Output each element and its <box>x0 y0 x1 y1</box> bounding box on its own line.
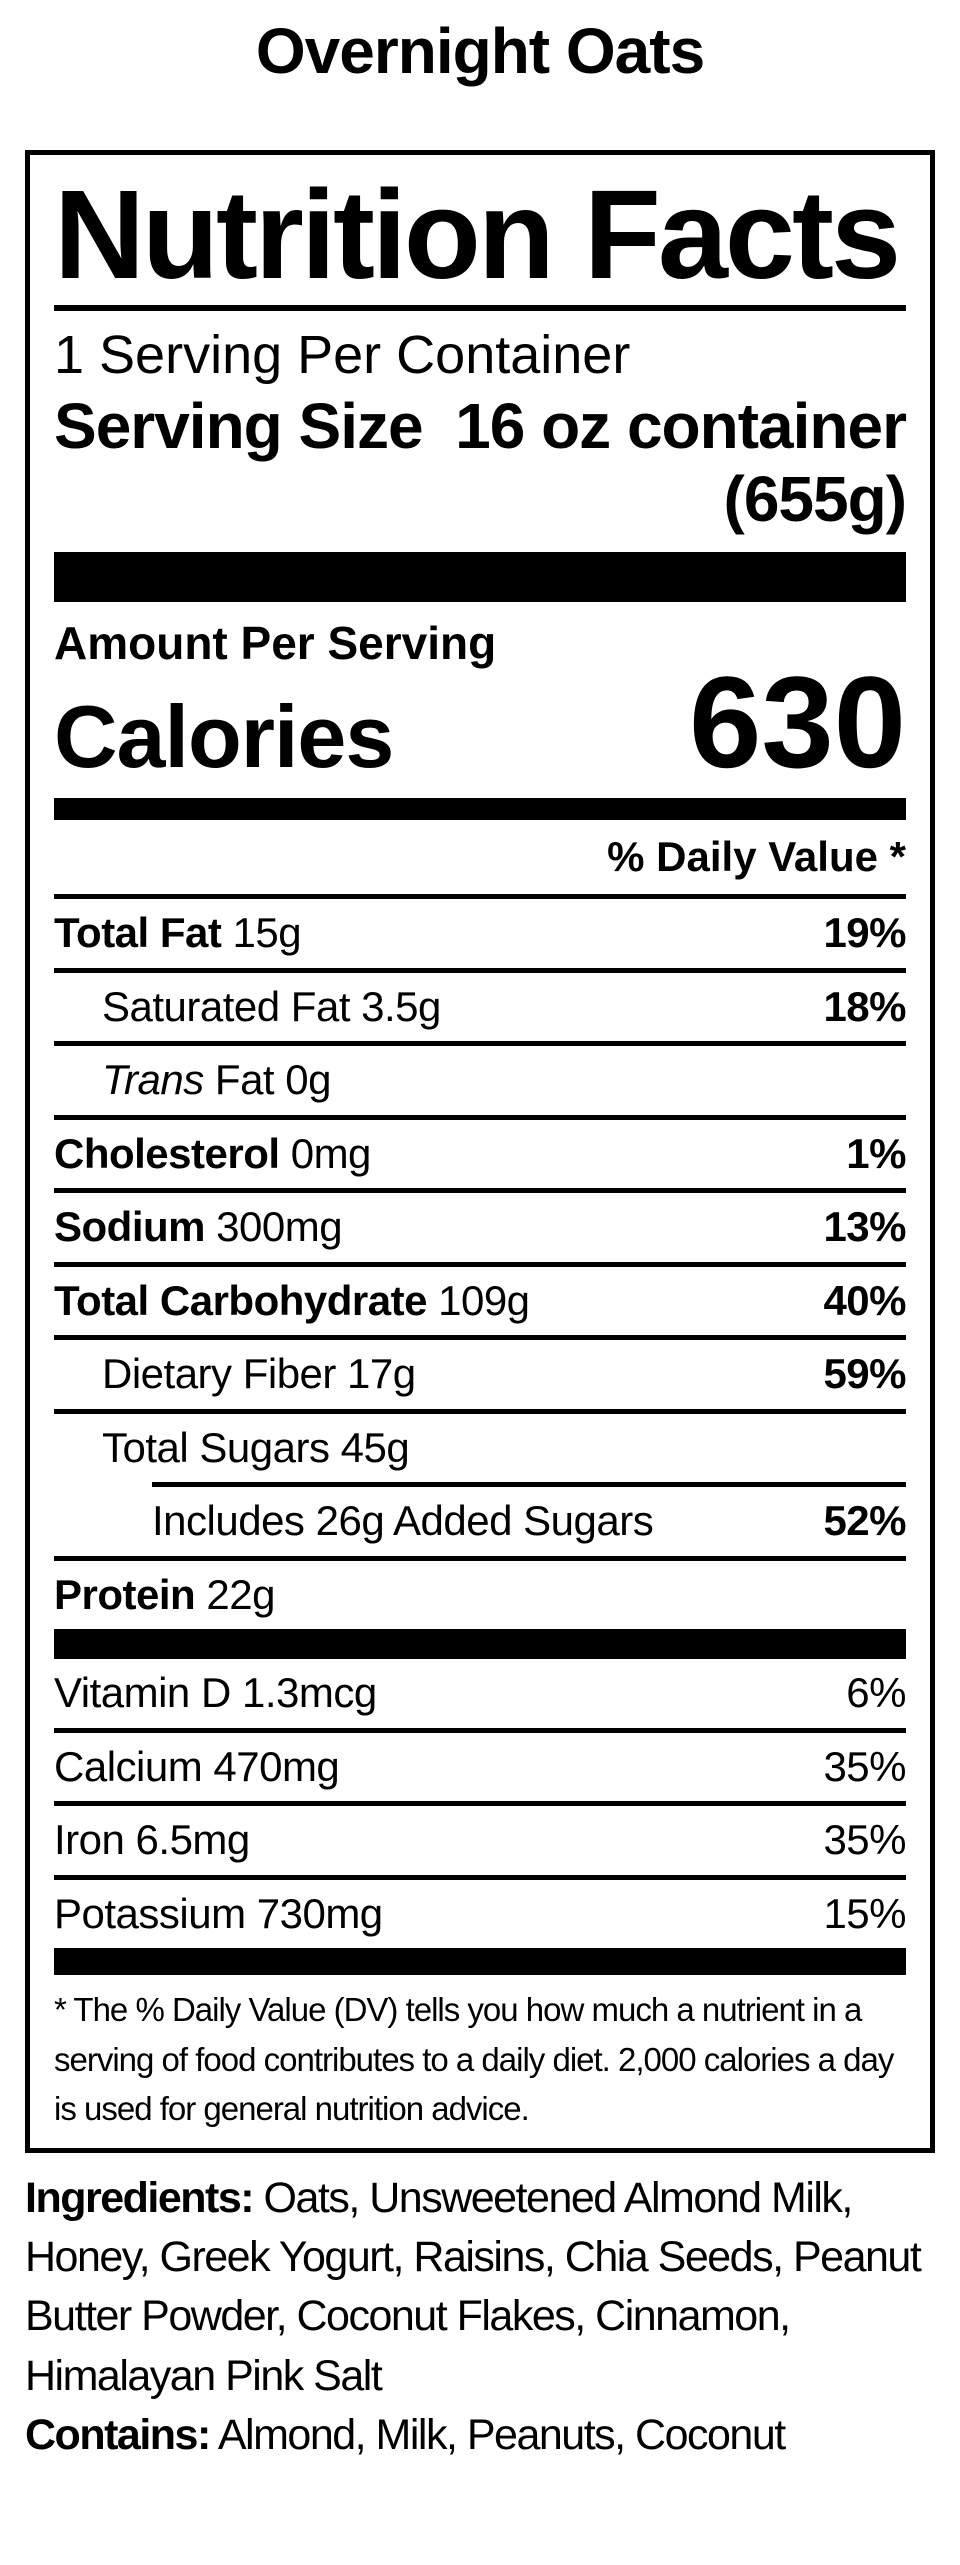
nutrient-text: Dietary Fiber 17g <box>54 1348 416 1401</box>
vitamin-rows: Vitamin D 1.3mcg 6% Calcium 470mg 35% Ir… <box>54 1659 906 1948</box>
nutrient-name-bold: Protein <box>54 1570 196 1618</box>
vitamin-row: Calcium 470mg 35% <box>54 1727 906 1802</box>
nutrient-text: Trans Fat 0g <box>54 1054 332 1107</box>
nutrient-text: Total Sugars 45g <box>54 1422 410 1475</box>
daily-value-percent: 35% <box>823 1816 906 1864</box>
daily-value-percent: 6% <box>846 1669 906 1717</box>
nutrient-amount: Dietary Fiber 17g <box>102 1350 416 1398</box>
contains-label: Contains: <box>25 2411 211 2460</box>
daily-value-percent: 15% <box>823 1889 906 1937</box>
nutrient-amount: Saturated Fat 3.5g <box>102 982 441 1030</box>
nutrition-facts-box: Nutrition Facts 1 Serving Per Container … <box>25 150 935 2153</box>
nutrient-text: Includes 26g Added Sugars <box>54 1495 654 1548</box>
calories-value: 630 <box>689 649 906 796</box>
vitamin-row: Iron 6.5mg 35% <box>54 1801 906 1875</box>
heading-rule <box>54 305 906 312</box>
daily-value-percent: 40% <box>823 1276 906 1324</box>
nutrient-amount: Calcium 470mg <box>54 1742 340 1790</box>
daily-value-footnote: * The % Daily Value (DV) tells you how m… <box>54 1991 894 2128</box>
nutrient-name-bold: Total Fat <box>54 909 222 957</box>
serving-size-weight: (655g) <box>723 462 908 535</box>
nutrient-amount: Includes 26g Added Sugars <box>152 1497 654 1545</box>
daily-value-percent: 1% <box>846 1129 906 1177</box>
serving-size-row: Serving Size 16 oz container <box>54 390 907 464</box>
thick-separator-bar-1 <box>54 552 906 603</box>
daily-value-percent: 35% <box>823 1742 906 1790</box>
nutrient-row: Trans Fat 0g <box>54 1041 906 1115</box>
nutrient-name-bold: Cholesterol <box>54 1129 280 1177</box>
nutrient-name-bold: Sodium <box>54 1203 206 1251</box>
nutrient-row: Saturated Fat 3.5g 18% <box>54 967 906 1042</box>
nutrient-text: Calcium 470mg <box>54 1741 340 1794</box>
thick-separator-bar-3 <box>54 1629 906 1660</box>
daily-value-percent: 18% <box>823 982 906 1030</box>
nutrient-row: Total Carbohydrate 109g 40% <box>54 1261 906 1336</box>
serving-size-label: Serving Size <box>54 390 424 463</box>
contains-paragraph: Contains: Almond, Milk, Peanuts, Coconut <box>25 2406 935 2465</box>
amount-per-serving-label: Amount Per Serving <box>54 617 497 670</box>
nutrient-text: Saturated Fat 3.5g <box>54 981 441 1034</box>
nutrient-name-italic: Trans <box>102 1056 204 1104</box>
serving-size-value: 16 oz container <box>455 390 907 463</box>
calories-label: Calories <box>54 687 394 787</box>
nutrient-text: Cholesterol 0mg <box>54 1128 371 1181</box>
daily-value-percent: 19% <box>823 909 906 957</box>
ingredients-text: Oats, Unsweetened Almond Milk, Honey, Gr… <box>25 2173 922 2400</box>
nutrient-text: Vitamin D 1.3mcg <box>54 1667 377 1720</box>
daily-value-header: % Daily Value * <box>607 833 906 881</box>
nutrient-row: Includes 26g Added Sugars 52% <box>54 1482 906 1556</box>
nutrient-amount: 15g <box>221 909 302 957</box>
nutrient-amount: 22g <box>195 1570 275 1618</box>
nutrient-text: Sodium 300mg <box>54 1201 343 1254</box>
nutrient-row: Protein 22g <box>54 1555 906 1630</box>
daily-value-percent: 59% <box>823 1350 906 1398</box>
nutrient-text: Potassium 730mg <box>54 1888 383 1941</box>
nutrient-amount: Potassium 730mg <box>54 1889 383 1937</box>
ingredients-label: Ingredients: <box>25 2173 255 2222</box>
nutrient-amount: Total Sugars 45g <box>102 1423 410 1471</box>
nutrient-row: Sodium 300mg 13% <box>54 1188 906 1262</box>
contains-text: Almond, Milk, Peanuts, Coconut <box>217 2411 786 2460</box>
page-title: Overnight Oats <box>255 15 705 87</box>
nutrient-row: Cholesterol 0mg 1% <box>54 1114 906 1189</box>
vitamin-row: Vitamin D 1.3mcg 6% <box>54 1659 906 1728</box>
nutrient-row: Dietary Fiber 17g 59% <box>54 1335 906 1409</box>
calories-row: Calories 630 <box>54 649 906 796</box>
daily-value-percent: 13% <box>823 1203 906 1251</box>
nutrient-amount: 109g <box>426 1276 530 1324</box>
nutrient-name-bold: Total Carbohydrate <box>54 1276 427 1324</box>
ingredients-paragraph: Ingredients: Oats, Unsweetened Almond Mi… <box>25 2169 935 2406</box>
nutrient-amount: Fat 0g <box>203 1056 332 1104</box>
nutrient-text: Iron 6.5mg <box>54 1814 250 1867</box>
nutrient-text: Total Fat 15g <box>54 907 302 960</box>
servings-per-container: 1 Serving Per Container <box>54 325 631 386</box>
nutrient-amount: 0mg <box>279 1129 372 1177</box>
vitamin-row: Potassium 730mg 15% <box>54 1874 906 1949</box>
nutrient-row: Total Sugars 45g <box>54 1408 906 1483</box>
nutrient-amount: Iron 6.5mg <box>54 1816 250 1864</box>
nutrient-text: Total Carbohydrate 109g <box>54 1275 530 1328</box>
ingredients-section: Ingredients: Oats, Unsweetened Almond Mi… <box>25 2169 935 2466</box>
nutrient-rows: Total Fat 15g 19% Saturated Fat 3.5g 18%… <box>54 894 906 1629</box>
nutrient-text: Protein 22g <box>54 1569 275 1622</box>
daily-value-percent: 52% <box>823 1497 906 1545</box>
nutrient-row: Total Fat 15g 19% <box>54 894 906 968</box>
thick-separator-bar-2 <box>54 798 906 821</box>
thick-separator-bar-4 <box>54 1948 906 1976</box>
nutrient-amount: 300mg <box>205 1203 343 1251</box>
nutrition-facts-heading: Nutrition Facts <box>54 164 901 306</box>
nutrient-amount: Vitamin D 1.3mcg <box>54 1669 377 1717</box>
